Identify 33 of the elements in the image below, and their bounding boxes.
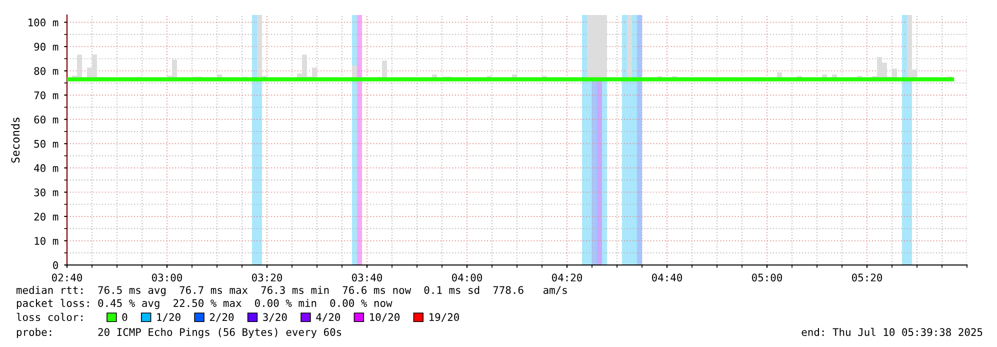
y-tick-label: 40 m	[34, 164, 58, 172]
x-tick-label: 03:40	[352, 274, 382, 282]
legend-label: 0	[122, 313, 128, 322]
y-axis-title: Seconds	[11, 118, 20, 163]
legend-label: 4/20	[316, 313, 340, 322]
y-tick-label: 50 m	[34, 140, 58, 148]
x-tick-label: 02:40	[52, 274, 82, 282]
x-tick-label: 03:20	[252, 274, 282, 282]
x-tick-label: 05:00	[752, 274, 782, 282]
x-tick-label: 03:00	[152, 274, 182, 282]
y-tick-label: 100 m	[28, 18, 58, 26]
legend-label: 1/20	[157, 313, 180, 322]
legend-label: 10/20	[370, 313, 400, 322]
legend-label: 19/20	[430, 313, 459, 322]
y-tick-label: 90 m	[34, 42, 58, 51]
x-tick-label: 05:20	[852, 274, 882, 282]
x-tick-label: 04:20	[552, 274, 582, 282]
y-tick-label: 60 m	[34, 116, 58, 124]
text: end: Thu Jul 10 05:39:38 2025	[802, 328, 982, 336]
y-tick-label: 10 m	[34, 236, 58, 245]
y-tick-label: 0	[53, 261, 58, 270]
text: probe: 20 ICMP Echo Pings (56 Bytes) every 60s	[16, 328, 342, 338]
y-tick-label: 80 m	[34, 67, 58, 75]
legend-label: 3/20	[263, 313, 287, 322]
text: median rtt: 76.5 ms avg 76.7 ms max 76.3 ms min 76.6 ms now 0.1 ms sd 778.6 am/s	[16, 286, 567, 296]
x-tick-label: 04:40	[652, 274, 682, 282]
legend-label: 2/20	[210, 313, 234, 322]
y-tick-label: 70 m	[34, 91, 58, 100]
text: packet loss: 0.45 % avg 22.50 % max 0.00 % min 0.00 % now	[16, 298, 392, 310]
legend-title: loss color:	[16, 312, 82, 322]
x-tick-label: 04:00	[452, 274, 482, 282]
y-tick-label: 30 m	[34, 188, 58, 196]
y-tick-label: 20 m	[34, 212, 58, 221]
